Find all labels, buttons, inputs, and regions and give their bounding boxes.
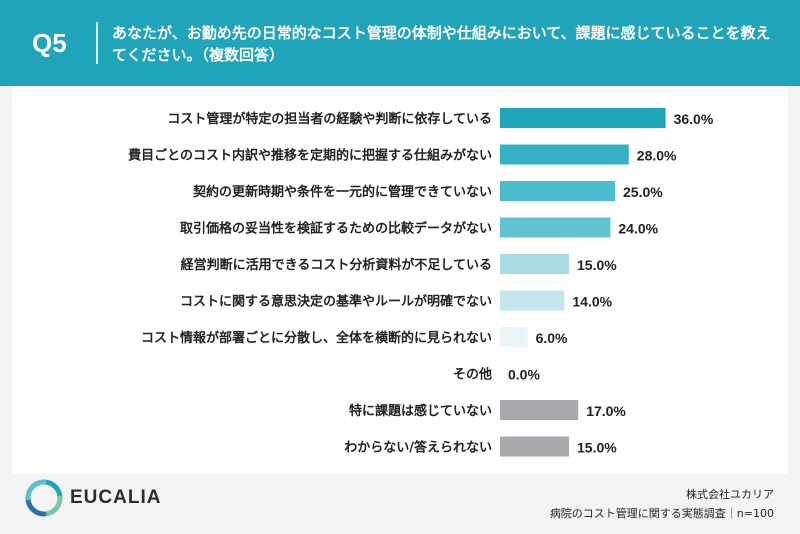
category-label: 取引価格の妥当性を検証するための比較データがない — [180, 221, 492, 237]
value-label: 15.0% — [577, 257, 617, 273]
value-label: 6.0% — [536, 330, 568, 346]
bar — [500, 254, 569, 274]
category-label: 経営判断に活用できるコスト分析資料が不足している — [181, 257, 492, 273]
category-label: 特に課題は感じていない — [349, 403, 492, 419]
category-label: コストに関する意思決定の基準やルールが明確でない — [180, 294, 492, 310]
bar — [500, 290, 565, 311]
value-label: 15.0% — [577, 440, 617, 456]
bar-chart: コスト管理が特定の担当者の経験や判断に依存している 36.0% 費目ごとのコスト内訳… — [128, 108, 714, 457]
value-label: 17.0% — [586, 403, 626, 419]
bar — [500, 217, 611, 238]
value-label: 36.0% — [674, 111, 714, 127]
eucalia-logo-icon — [25, 479, 63, 517]
category-label: 費目ごとのコスト内訳や推移を定期的に把握する仕組みがない — [128, 148, 492, 164]
value-label: 25.0% — [623, 184, 663, 200]
category-label: コスト情報が部署ごとに分散し、全体を横断的に見られない — [141, 330, 492, 346]
chart-panel: コスト管理が特定の担当者の経験や判断に依存している 36.0% 費目ごとのコスト内訳… — [12, 86, 788, 474]
bar — [500, 108, 666, 128]
value-label: 24.0% — [618, 221, 658, 237]
question-number: Q5 — [32, 28, 67, 58]
bar — [500, 144, 629, 165]
bar — [500, 181, 615, 201]
category-label: コスト管理が特定の担当者の経験や判断に依存している — [167, 111, 492, 127]
brand-name: EUCALIA — [70, 487, 162, 508]
header-banner: Q5 あなたが、お勤め先の日常的なコスト管理の体制や仕組みにおいて、課題に感じて… — [0, 0, 800, 86]
header-divider — [96, 22, 98, 64]
survey-note: 病院のコスト管理に関する実態調査｜n=100 — [549, 507, 774, 520]
category-label: その他 — [453, 367, 492, 383]
value-label: 0.0% — [508, 367, 540, 383]
question-text: あなたが、お勤め先の日常的なコスト管理の体制や仕組みにおいて、課題に感じているこ… — [112, 24, 771, 64]
bar — [500, 436, 569, 457]
value-label: 28.0% — [637, 148, 677, 164]
value-label: 14.0% — [572, 294, 612, 310]
category-label: わからない/答えられない — [344, 440, 492, 456]
bar — [500, 327, 528, 347]
bar — [500, 400, 579, 420]
category-label: 契約の更新時期や条件を一元的に管理できていない — [192, 184, 492, 200]
company-name: 株式会社ユカリア — [686, 488, 774, 501]
